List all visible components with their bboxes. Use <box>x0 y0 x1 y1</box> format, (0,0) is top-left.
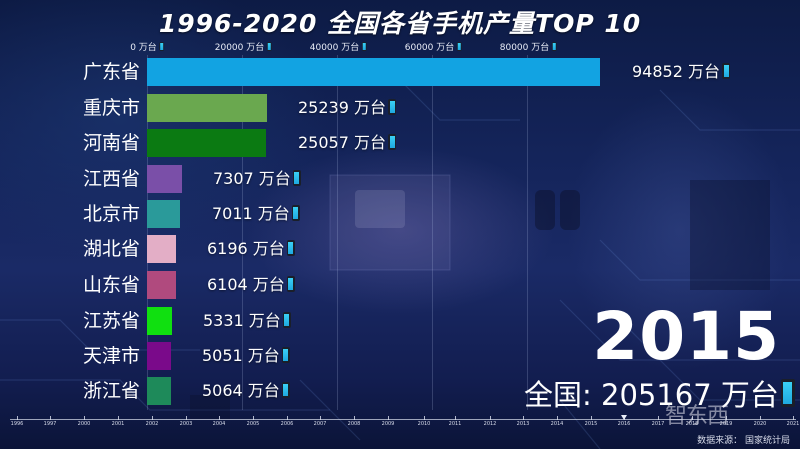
province-label: 浙江省 <box>82 380 140 402</box>
chart-title: 1996-2020 全国各省手机产量TOP 10 <box>158 9 642 38</box>
bar-row: 江苏省 5331 万台 <box>0 306 800 336</box>
bar-row: 江西省 7307 万台 <box>0 164 800 194</box>
bar <box>147 342 171 370</box>
phone-icon <box>266 42 272 51</box>
timeline-tick: 2006 <box>281 416 293 427</box>
current-year: 2015 <box>592 298 780 375</box>
value-label: 25057 万台 <box>298 128 396 158</box>
bar <box>147 200 180 228</box>
timeline-tick: 2003 <box>180 416 192 427</box>
axis-tick-20000: 20000 万台 <box>215 40 272 53</box>
province-label: 河南省 <box>82 132 140 154</box>
bar <box>147 165 182 193</box>
timeline-tick: 2019 <box>720 416 732 427</box>
province-label: 江苏省 <box>82 310 140 332</box>
phone-icon <box>388 98 396 115</box>
phone-icon <box>456 42 462 51</box>
bar-row: 山东省 6104 万台 <box>0 270 800 300</box>
phone-icon <box>286 239 295 256</box>
gridline <box>147 55 148 410</box>
phone-icon <box>292 169 301 186</box>
value-label: 5064 万台 <box>202 376 290 406</box>
bar-row: 重庆市 25239 万台 <box>0 93 800 123</box>
timeline-tick: 2013 <box>517 416 529 427</box>
gridline <box>527 55 528 410</box>
axis-tick-40000: 40000 万台 <box>310 40 367 53</box>
gridline <box>337 55 338 410</box>
timeline-tick: 1996 <box>11 416 23 427</box>
province-label: 北京市 <box>82 203 140 225</box>
phone-icon <box>722 62 730 79</box>
axis-tick-60000: 60000 万台 <box>405 40 462 53</box>
timeline-tick: 2001 <box>112 416 124 427</box>
phone-icon <box>282 311 291 328</box>
axis-tick-80000: 80000 万台 <box>500 40 557 53</box>
province-label: 天津市 <box>82 345 140 367</box>
timeline-tick: 2012 <box>484 416 496 427</box>
value-label: 7307 万台 <box>213 164 301 194</box>
bar-row: 广东省 94852 万台 <box>0 57 800 87</box>
phone-icon <box>158 42 164 51</box>
timeline-tick: 2020 <box>754 416 766 427</box>
phone-icon <box>388 133 396 150</box>
bar <box>147 377 171 405</box>
bar-row: 浙江省 5064 万台 <box>0 376 800 406</box>
phone-icon <box>281 346 290 363</box>
timeline-tick: 2010 <box>418 416 430 427</box>
value-label: 5051 万台 <box>202 341 290 371</box>
timeline-slider[interactable]: 1996 1997 2000 2001 2002 2003 2004 2005 … <box>10 415 799 427</box>
province-label: 江西省 <box>82 168 140 190</box>
timeline-tick: 2015 <box>585 416 597 427</box>
value-label: 6104 万台 <box>207 270 295 300</box>
phone-icon <box>551 42 557 51</box>
phone-icon <box>286 275 295 292</box>
timeline-tick: 2007 <box>314 416 326 427</box>
gridline <box>242 55 243 410</box>
timeline-tick: 2021 <box>787 416 799 427</box>
value-label: 94852 万台 <box>632 57 730 87</box>
province-label: 湖北省 <box>82 238 140 260</box>
phone-icon <box>291 204 300 221</box>
timeline-tick: 1997 <box>44 416 56 427</box>
bar-row: 河南省 25057 万台 <box>0 128 800 158</box>
bar-row: 湖北省 6196 万台 <box>0 234 800 264</box>
timeline-tick: 2005 <box>247 416 259 427</box>
timeline-tick: 2008 <box>348 416 360 427</box>
bar <box>147 129 266 157</box>
bar <box>147 58 600 86</box>
timeline-tick: 2000 <box>78 416 90 427</box>
province-label: 山东省 <box>82 274 140 296</box>
bar-row: 北京市 7011 万台 <box>0 199 800 229</box>
bar <box>147 94 267 122</box>
bar <box>147 271 176 299</box>
value-label: 25239 万台 <box>298 93 396 123</box>
timeline-tick: 2011 <box>449 416 461 427</box>
province-label: 重庆市 <box>82 97 140 119</box>
axis-tick-0: 0 万台 <box>130 40 164 53</box>
bar <box>147 235 176 263</box>
province-label: 广东省 <box>82 61 140 83</box>
timeline-tick: 2014 <box>551 416 563 427</box>
timeline-tick: 2018 <box>686 416 698 427</box>
phone-icon <box>361 42 367 51</box>
watermark-logo: 智东西 <box>665 404 729 429</box>
timeline-tick: 2009 <box>382 416 394 427</box>
value-label: 7011 万台 <box>212 199 300 229</box>
timeline-tick: 2002 <box>146 416 158 427</box>
value-label: 5331 万台 <box>203 306 291 336</box>
data-source: 数据来源： 国家统计局 <box>697 436 790 446</box>
timeline-tick: 2017 <box>652 416 664 427</box>
gridline <box>432 55 433 410</box>
timeline-tick: 2004 <box>213 416 225 427</box>
phone-icon <box>281 381 290 398</box>
value-label: 6196 万台 <box>207 234 295 264</box>
bar-row: 天津市 5051 万台 <box>0 341 800 371</box>
national-total: 全国: 205167 万台 <box>524 372 795 414</box>
phone-icon <box>780 379 795 407</box>
bar <box>147 307 172 335</box>
timeline-position-marker[interactable] <box>621 415 627 420</box>
